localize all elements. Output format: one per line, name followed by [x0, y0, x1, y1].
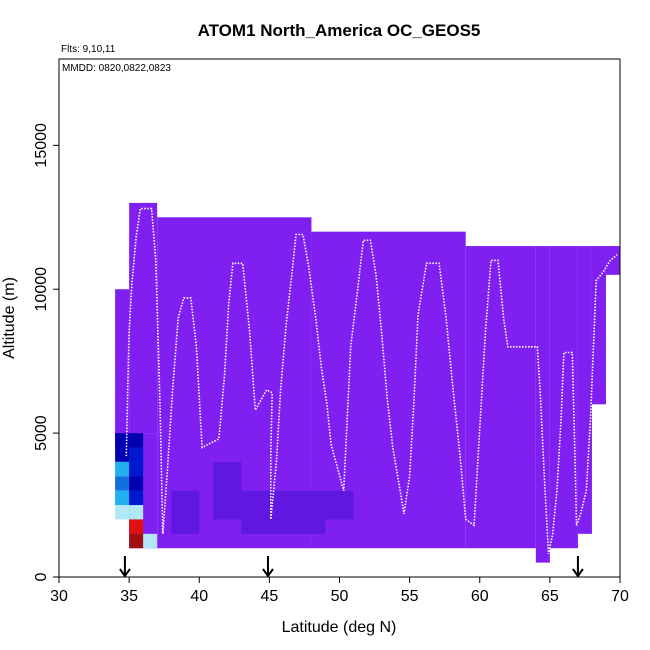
- x-tick-label: 70: [611, 588, 629, 605]
- heatmap-cell: [213, 461, 242, 520]
- heatmap-cell: [465, 246, 536, 549]
- x-tick-label: 35: [120, 588, 138, 605]
- x-axis-title: Latitude (deg N): [282, 619, 397, 636]
- x-tick-label: 50: [331, 588, 349, 605]
- flights-annotation: Flts: 9,10,11: [61, 44, 116, 55]
- flight-track-line: [125, 207, 618, 555]
- heatmap-cell: [115, 476, 130, 491]
- heatmap-cell: [115, 490, 130, 506]
- heatmap-cell: [241, 490, 326, 534]
- y-axis-title: Altitude (m): [1, 277, 18, 359]
- y-axis: 0 5000 10000 15000: [33, 123, 60, 581]
- heatmap-cell: [115, 461, 130, 477]
- heatmap-cell: [577, 246, 592, 534]
- x-tick-label: 45: [260, 588, 278, 605]
- heatmap-cell: [115, 289, 130, 448]
- heatmap-cell: [325, 490, 354, 520]
- y-tick-label: 15000: [33, 123, 50, 168]
- down-arrow-icon: [572, 556, 584, 578]
- down-arrow-icon: [262, 556, 274, 578]
- heatmap-cell: [129, 490, 144, 506]
- y-tick-label: 5000: [33, 415, 50, 451]
- dates-annotation: MMDD: 0820,0822,0823: [62, 63, 171, 74]
- heatmap-cell: [129, 476, 144, 491]
- flight-track: [125, 207, 618, 555]
- x-tick-label: 55: [401, 588, 419, 605]
- x-tick-label: 30: [50, 588, 68, 605]
- heatmap-cell: [535, 246, 550, 563]
- heatmap-cells: [115, 202, 620, 563]
- heatmap-cell: [129, 447, 144, 477]
- heatmap-cell: [605, 246, 620, 275]
- x-tick-label: 40: [190, 588, 208, 605]
- heatmap-cell: [115, 505, 130, 520]
- heatmap-cell: [129, 533, 144, 549]
- down-arrow-icon: [119, 556, 131, 578]
- heatmap-cell: [171, 490, 200, 534]
- x-tick-label: 65: [541, 588, 559, 605]
- x-tick-label: 60: [471, 588, 489, 605]
- y-tick-label: 0: [33, 572, 50, 581]
- heatmap-cell: [143, 533, 158, 549]
- chart-title: ATOM1 North_America OC_GEOS5: [198, 21, 481, 40]
- heatmap-cell: [129, 519, 144, 534]
- heatmap-cell: [129, 505, 144, 520]
- heatmap-cell: [129, 433, 144, 448]
- y-tick-label: 10000: [33, 267, 50, 312]
- latitude-markers: [119, 556, 584, 578]
- heatmap-cell: [129, 202, 158, 434]
- x-axis: 30 35 40 45 50 55 60 65 70: [50, 576, 629, 605]
